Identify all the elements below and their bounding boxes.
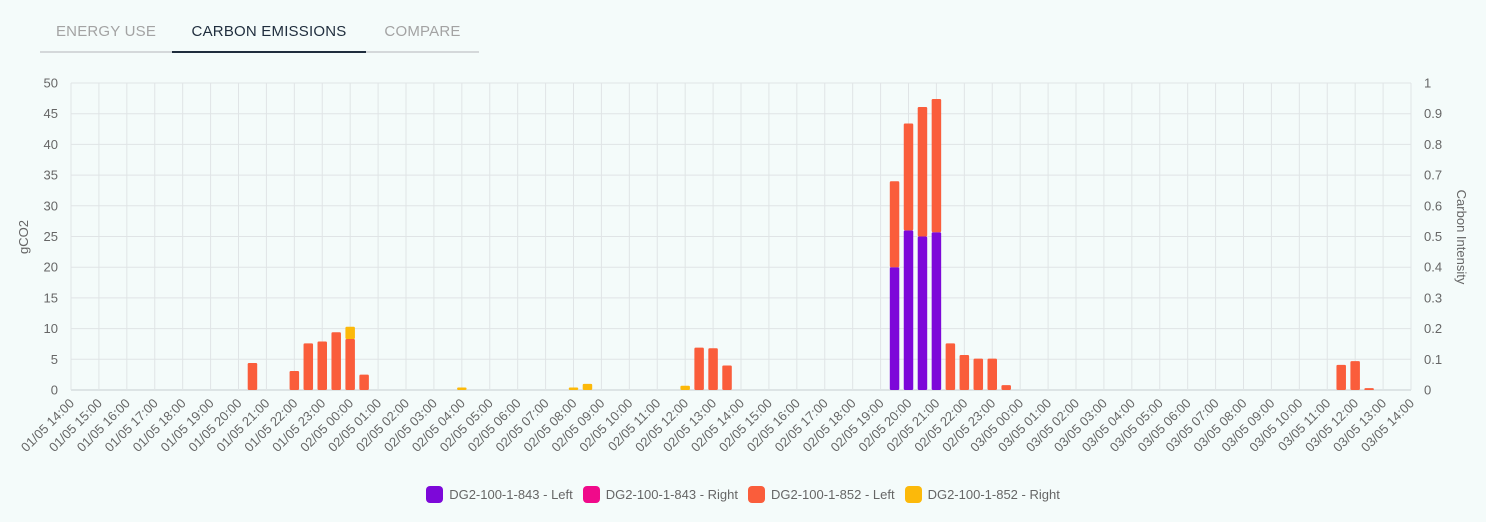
bar[interactable] xyxy=(331,332,341,390)
y2-axis-label: Carbon Intensity xyxy=(1454,190,1469,285)
bar[interactable] xyxy=(889,267,900,390)
legend-swatch xyxy=(748,486,765,503)
bar[interactable] xyxy=(680,385,690,390)
bar[interactable] xyxy=(903,123,914,231)
tab-energy-use[interactable]: ENERGY USE xyxy=(55,23,157,40)
bar[interactable] xyxy=(917,106,928,237)
legend-item[interactable]: DG2-100-1-843 - Right xyxy=(582,486,738,503)
y2-tick-label: 0.7 xyxy=(1424,168,1442,183)
chart-bars xyxy=(247,98,1374,391)
y2-tick-label: 0.6 xyxy=(1424,198,1442,213)
bar[interactable] xyxy=(931,98,942,233)
tab-compare[interactable]: COMPARE xyxy=(384,23,461,40)
y-axis-ticks: 0 5 10 15 20 25 30 35 40 45 50 xyxy=(44,76,58,398)
bar[interactable] xyxy=(694,347,704,390)
y-tick-label: 40 xyxy=(44,137,58,152)
legend-item[interactable]: DG2-100-1-852 - Right xyxy=(904,486,1060,503)
y2-tick-label: 0.9 xyxy=(1424,106,1442,121)
bar[interactable] xyxy=(1350,361,1360,390)
bar[interactable] xyxy=(1336,364,1346,390)
carbon-emissions-chart: 0 5 10 15 20 25 30 35 40 45 50 0 0.1 0.2 0.3 0.4 0.5 0.6… xyxy=(16,76,1469,455)
tab-bar: ENERGY USE CARBON EMISSIONS COMPARE xyxy=(40,14,479,53)
tab-carbon-emissions[interactable]: CARBON EMISSIONS xyxy=(172,14,366,53)
bar[interactable] xyxy=(1001,385,1011,390)
bar[interactable] xyxy=(931,232,942,390)
bar[interactable] xyxy=(959,355,970,390)
y2-tick-label: 0 xyxy=(1424,383,1431,398)
y2-tick-label: 0.8 xyxy=(1424,137,1442,152)
bar[interactable] xyxy=(582,383,593,390)
legend-swatch xyxy=(904,486,922,503)
y2-tick-label: 0.2 xyxy=(1424,321,1442,336)
legend-swatch xyxy=(426,486,444,503)
bar[interactable] xyxy=(289,370,300,390)
bar[interactable] xyxy=(945,343,956,390)
bar[interactable] xyxy=(1364,388,1374,390)
bar[interactable] xyxy=(903,230,914,390)
bar[interactable] xyxy=(317,341,328,390)
bar[interactable] xyxy=(889,181,900,268)
bar[interactable] xyxy=(708,348,718,390)
legend-label: DG2-100-1-852 - Right xyxy=(927,487,1060,502)
chart-grid xyxy=(70,82,1412,391)
y2-tick-label: 0.4 xyxy=(1424,260,1442,275)
y2-axis-ticks: 0 0.1 0.2 0.3 0.4 0.5 0.6 0.7 0.8 0.9 1 xyxy=(1424,76,1442,398)
bar[interactable] xyxy=(457,387,467,390)
legend-label: DG2-100-1-852 - Left xyxy=(771,487,895,502)
y-axis-label: gCO2 xyxy=(16,220,31,254)
bar[interactable] xyxy=(345,339,355,390)
y-tick-label: 10 xyxy=(44,321,58,336)
y-tick-label: 0 xyxy=(51,383,58,398)
legend-item[interactable]: DG2-100-1-843 - Left xyxy=(426,486,573,503)
y2-tick-label: 0.5 xyxy=(1424,229,1442,244)
bar[interactable] xyxy=(722,365,732,390)
legend-swatch xyxy=(582,486,600,503)
y-tick-label: 35 xyxy=(44,168,58,183)
y2-tick-label: 0.3 xyxy=(1424,290,1442,305)
bar[interactable] xyxy=(359,374,369,390)
bar[interactable] xyxy=(345,326,355,340)
legend-label: DG2-100-1-843 - Right xyxy=(605,487,738,502)
y-tick-label: 30 xyxy=(44,198,58,213)
y2-tick-label: 0.1 xyxy=(1424,352,1442,367)
bar[interactable] xyxy=(987,358,998,390)
chart-legend: DG2-100-1-843 - Left DG2-100-1-843 - Righ… xyxy=(0,486,1486,503)
y-tick-label: 25 xyxy=(44,229,58,244)
bar[interactable] xyxy=(568,387,579,390)
legend-item[interactable]: DG2-100-1-852 - Left xyxy=(748,486,895,503)
y-tick-label: 15 xyxy=(44,290,58,305)
y-tick-label: 50 xyxy=(44,76,58,91)
bar[interactable] xyxy=(303,343,314,390)
y-tick-label: 20 xyxy=(44,260,58,275)
y-tick-label: 5 xyxy=(51,352,58,367)
y2-tick-label: 1 xyxy=(1424,76,1431,91)
bar[interactable] xyxy=(917,236,928,391)
bar[interactable] xyxy=(247,362,258,390)
bar[interactable] xyxy=(973,358,984,390)
legend-label: DG2-100-1-843 - Left xyxy=(449,487,573,502)
y-tick-label: 45 xyxy=(44,106,58,121)
